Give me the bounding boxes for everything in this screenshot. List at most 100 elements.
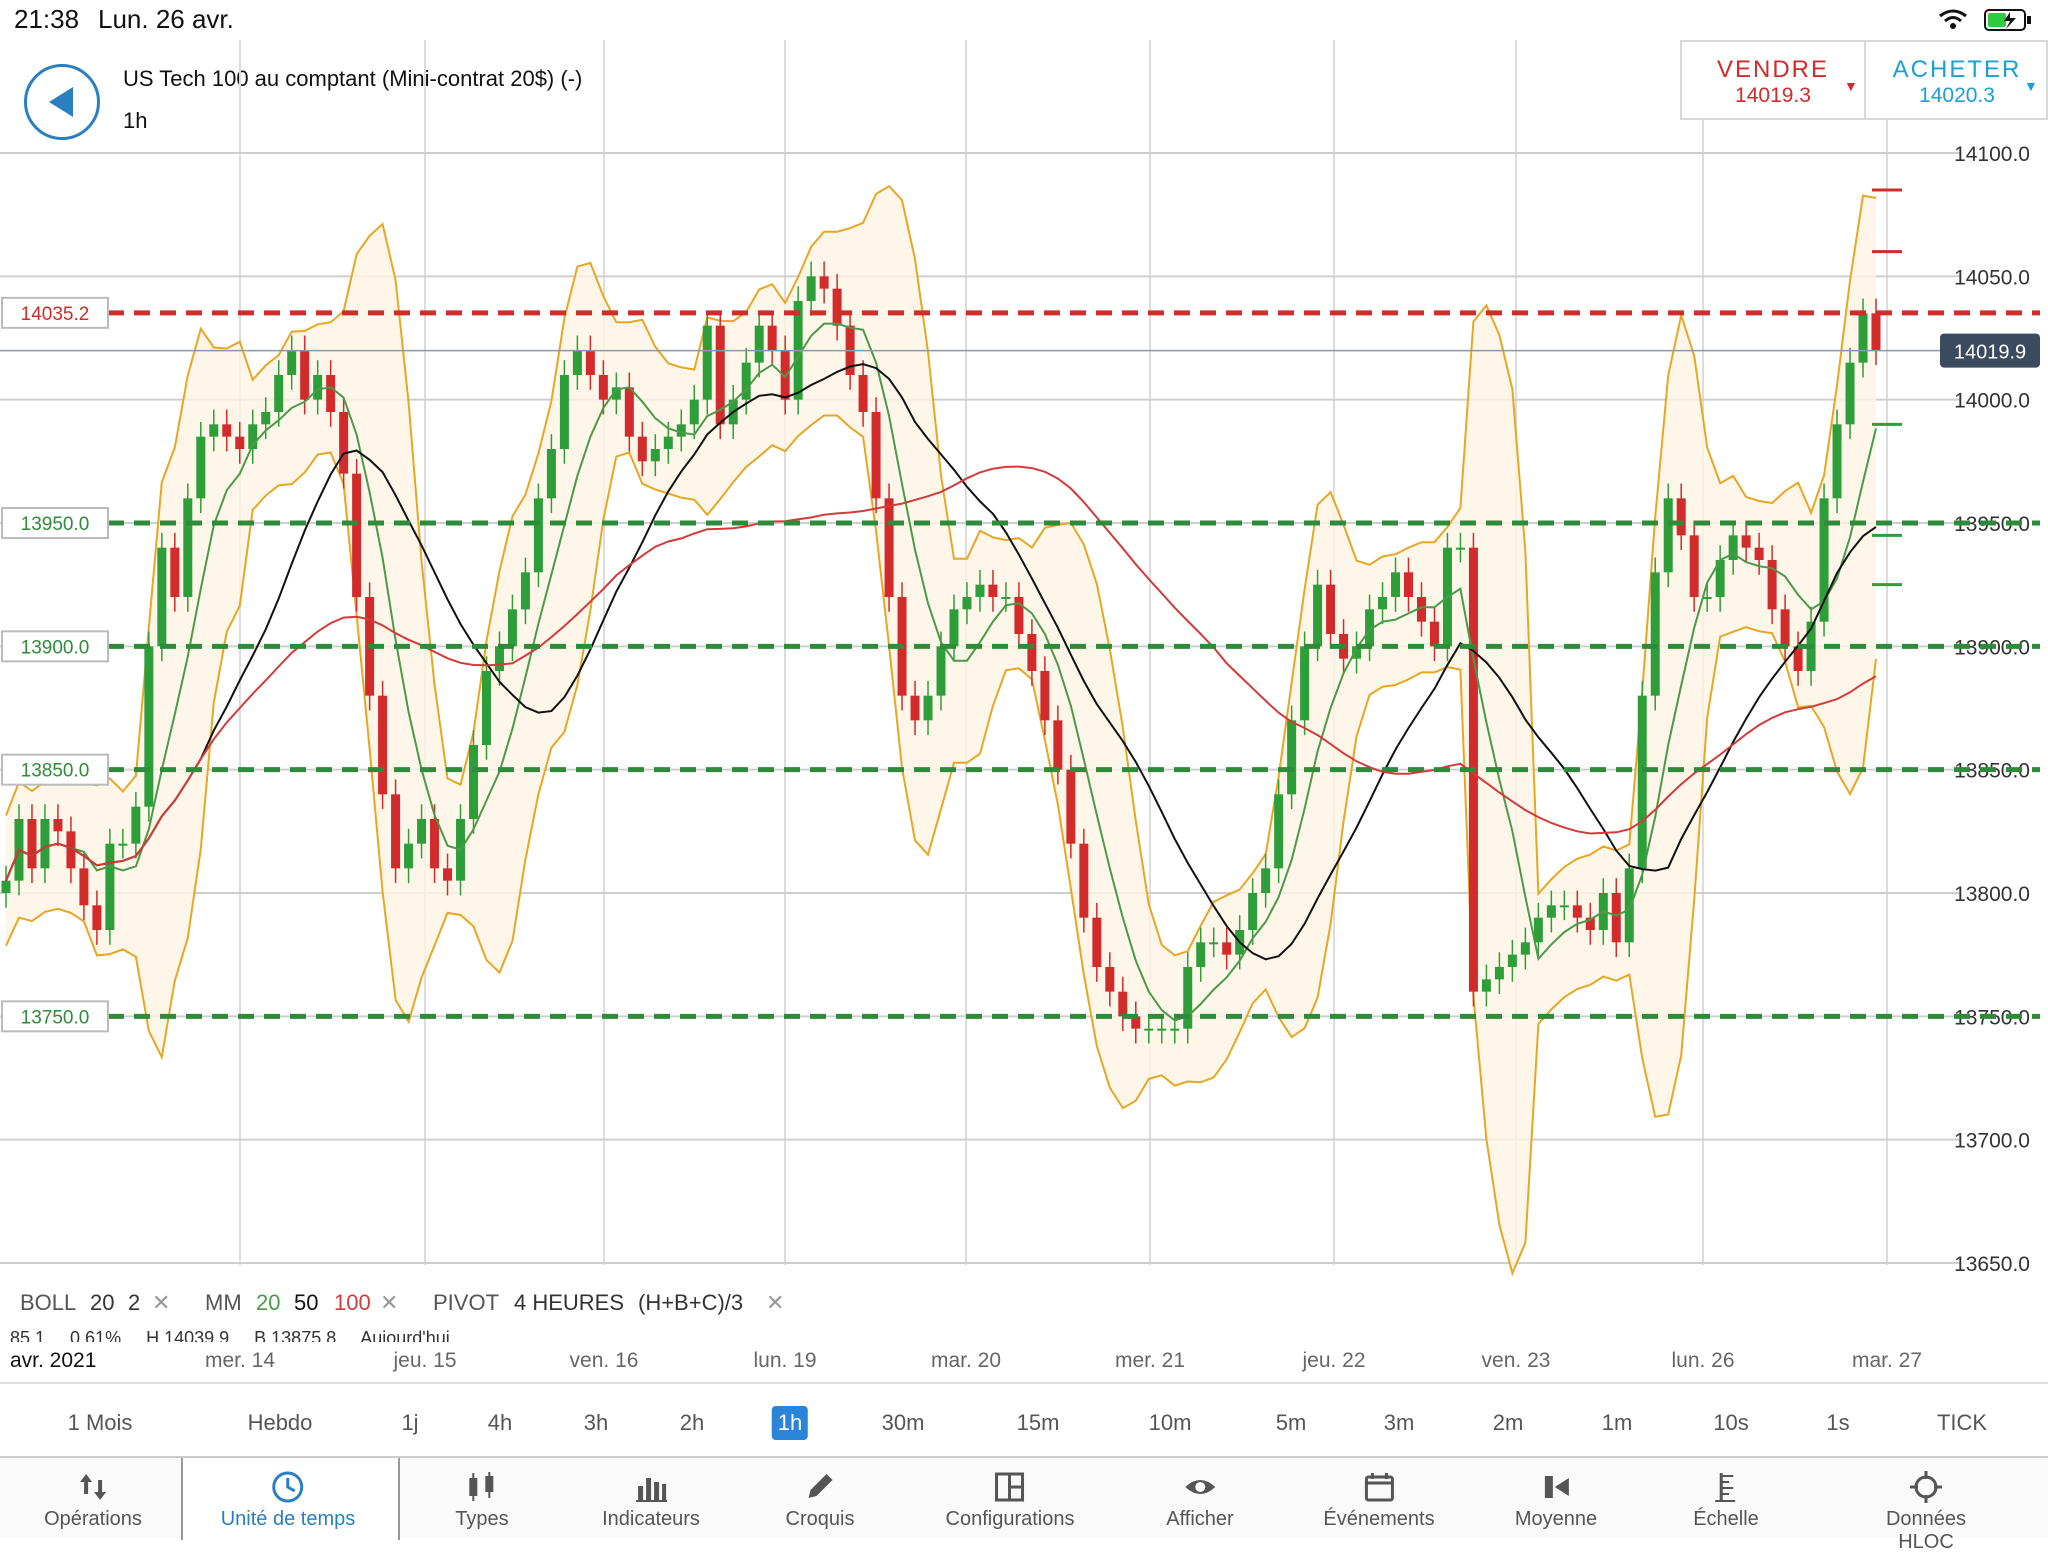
nav-bars[interactable]: Indicateurs xyxy=(602,1458,700,1538)
timeframe-1j[interactable]: 1j xyxy=(401,1410,419,1435)
candle-body xyxy=(196,436,206,499)
pivot-label-box xyxy=(1,507,109,539)
timeframe-1h[interactable]: 1h xyxy=(771,1406,809,1440)
candle-body xyxy=(118,843,128,846)
nav-average[interactable]: Moyenne xyxy=(1515,1458,1597,1538)
nav-candles[interactable]: Types xyxy=(455,1458,509,1538)
timeframe-10m[interactable]: 10m xyxy=(1148,1410,1192,1435)
candle-body xyxy=(689,399,699,425)
mm-name: MM xyxy=(205,1290,242,1315)
candle-body xyxy=(871,412,881,499)
candle-body xyxy=(1001,597,1011,599)
nav-eye[interactable]: Afficher xyxy=(1166,1458,1234,1538)
candle-body xyxy=(884,498,894,597)
candles-icon xyxy=(468,1472,493,1501)
stats-line: 85.1 0.61% H 14039.9 B 13875.8 Aujourd'h… xyxy=(0,1328,2048,1342)
nav-scale[interactable]: Échelle xyxy=(1693,1458,1759,1538)
timeframe-hebdo[interactable]: Hebdo xyxy=(247,1410,313,1435)
nav-label: Données HLOC xyxy=(1885,1508,1967,1553)
price-chart[interactable]: 14100.0 14050.0 14000.0 13950.0 13900.0 13850… xyxy=(0,40,2048,1280)
candle-body xyxy=(1533,917,1543,943)
y-tick-label: 14100.0 xyxy=(1954,143,2030,166)
buy-button[interactable]: ACHETER 14020.3 ▼ xyxy=(1866,42,2048,118)
timeframe-4h[interactable]: 4h xyxy=(487,1410,513,1435)
candle-body xyxy=(533,498,543,573)
candle-body xyxy=(702,325,712,400)
timeframe-tick[interactable]: TICK xyxy=(1936,1410,1988,1435)
candle-body xyxy=(1079,843,1089,918)
candle-body xyxy=(1858,313,1868,363)
sell-button[interactable]: VENDRE 14019.3 ▼ xyxy=(1682,42,1866,118)
nav-label: Échelle xyxy=(1693,1508,1759,1530)
candle-body xyxy=(1274,794,1284,869)
bollinger-upper-line xyxy=(5,184,1877,957)
candle-body xyxy=(92,905,102,930)
timeframe-1s[interactable]: 1s xyxy=(1826,1410,1850,1435)
y-tick-label: 13700.0 xyxy=(1954,1130,2030,1153)
candle-body xyxy=(676,424,686,437)
candle-body xyxy=(650,449,660,462)
nav-label: Types xyxy=(455,1508,509,1530)
nav-arrows[interactable]: Opérations xyxy=(44,1458,142,1538)
pivot-label: 13750.0 xyxy=(21,1007,90,1028)
date-axis: avr. 2021 mer. 14 jeu. 15 ven. 16 lun. 19 mar… xyxy=(0,1345,2048,1379)
candle-body xyxy=(741,362,751,400)
candle-body xyxy=(1741,535,1751,548)
candle-body xyxy=(469,745,478,819)
candle-body xyxy=(1481,979,1491,992)
timeframe-3m[interactable]: 3m xyxy=(1383,1410,1415,1435)
stats-text: 85.1 0.61% H 14039.9 B 13875.8 Aujourd'h… xyxy=(10,1328,450,1342)
timeframe-2h[interactable]: 2h xyxy=(679,1410,705,1435)
candle-body xyxy=(1871,313,1881,351)
pivot-label: 13850.0 xyxy=(21,761,90,782)
candle-body xyxy=(1404,572,1413,597)
pencil-icon xyxy=(808,1474,833,1498)
candle-body xyxy=(40,819,50,869)
candle-body xyxy=(1494,967,1504,980)
candle-body xyxy=(1313,584,1323,647)
candle-body xyxy=(936,646,946,696)
x-tick-label: lun. 19 xyxy=(753,1349,817,1372)
candle-body xyxy=(923,695,933,721)
timeframe-selector: 1 Mois Hebdo 1j 4h 3h 2h 1h 30m 15m 10m 5m 3m 2m 1m 10… xyxy=(0,1382,2048,1458)
timeframe-5m[interactable]: 5m xyxy=(1275,1410,1307,1435)
back-arrow-icon xyxy=(49,87,73,117)
candle-body xyxy=(806,276,816,301)
x-tick-label: mer. 14 xyxy=(204,1349,276,1372)
candle-body xyxy=(105,843,115,930)
candle-body xyxy=(1066,769,1076,844)
boll-remove-icon[interactable]: ✕ xyxy=(152,1290,171,1315)
candle-body xyxy=(79,868,89,906)
x-tick-label: mer. 21 xyxy=(1114,1349,1186,1372)
mm-remove-icon[interactable]: ✕ xyxy=(380,1290,399,1315)
timeframe-1m[interactable]: 1m xyxy=(1601,1410,1633,1435)
instrument-title: US Tech 100 au comptant (Mini-contrat 20… xyxy=(123,66,583,91)
timeframe-10s[interactable]: 10s xyxy=(1713,1410,1749,1435)
nav-label: Croquis xyxy=(785,1508,855,1530)
nav-calendar[interactable]: Événements xyxy=(1323,1458,1435,1538)
x-tick-label: ven. 23 xyxy=(1481,1349,1551,1372)
timeframe-15m[interactable]: 15m xyxy=(1016,1410,1060,1435)
nav-crosshair[interactable]: Données HLOC xyxy=(1865,1458,1987,1553)
indicator-bar: BOLL 20 2 ✕ MM 20 50 100 ✕ PIVOT 4 HEURE… xyxy=(0,1280,2048,1340)
nav-label: Événements xyxy=(1323,1508,1435,1530)
candle-body xyxy=(715,325,725,425)
candle-body xyxy=(507,609,517,647)
back-button[interactable] xyxy=(24,64,100,140)
nav-layout[interactable]: Configurations xyxy=(946,1458,1074,1538)
timeframe-2m[interactable]: 2m xyxy=(1492,1410,1524,1435)
nav-clock[interactable]: Unité de temps xyxy=(221,1458,355,1538)
pivot-remove-icon[interactable]: ✕ xyxy=(766,1290,785,1315)
mm-50: 50 xyxy=(294,1290,319,1315)
candle-body xyxy=(975,584,985,597)
timeframe-30m[interactable]: 30m xyxy=(881,1410,925,1435)
timeframe-1-mois[interactable]: 1 Mois xyxy=(67,1410,133,1435)
y-tick-label: 14050.0 xyxy=(1954,266,2030,289)
candle-body xyxy=(222,424,232,437)
candle-body xyxy=(1624,868,1634,943)
bollinger-band-fill xyxy=(6,186,1876,1274)
timeframe-3h[interactable]: 3h xyxy=(583,1410,609,1435)
nav-pencil[interactable]: Croquis xyxy=(785,1458,855,1538)
candle-body xyxy=(339,412,349,474)
candle-body xyxy=(66,831,76,869)
